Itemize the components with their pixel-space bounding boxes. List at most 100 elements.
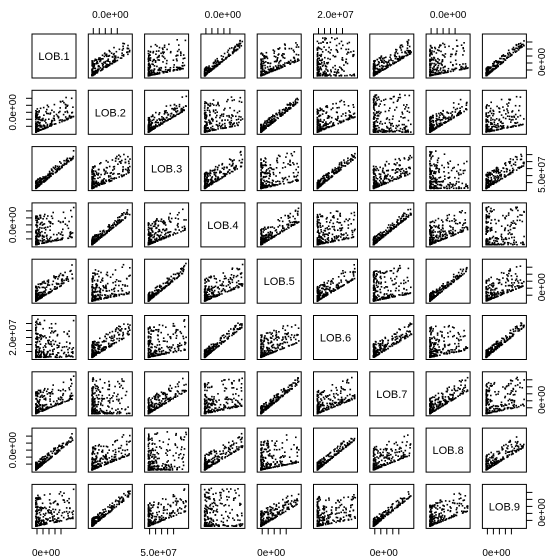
scatter-point [379, 185, 381, 187]
scatter-point [122, 166, 124, 168]
scatter-point [155, 124, 157, 126]
scatter-point [233, 47, 235, 49]
scatter-point [327, 123, 329, 125]
scatter-point [342, 113, 344, 115]
scatter-point [210, 70, 212, 72]
scatter-point [398, 158, 400, 160]
scatter-point [226, 115, 228, 117]
scatter-point [208, 173, 210, 175]
scatter-point [240, 154, 242, 156]
scatter-point [291, 153, 293, 155]
scatter-point [231, 47, 233, 49]
scatter-point [260, 169, 262, 171]
scatter-point [373, 187, 375, 189]
scatter-point [497, 65, 499, 67]
scatter-point [319, 66, 321, 68]
scatter-point [450, 62, 452, 64]
scatter-point [155, 53, 157, 55]
scatter-point [115, 160, 117, 162]
scatter-point [436, 70, 438, 72]
scatter-point [176, 67, 178, 69]
scatter-point [436, 122, 438, 124]
scatter-point [287, 110, 289, 112]
panel-1-6 [314, 34, 358, 78]
scatter-point [333, 74, 335, 76]
scatter-point [101, 69, 103, 71]
scatter-point [152, 128, 154, 130]
scatter-point [279, 172, 281, 174]
scatter-point [443, 67, 445, 69]
scatter-point [153, 51, 155, 53]
scatter-point [442, 110, 444, 112]
scatter-point [72, 112, 74, 114]
scatter-point [377, 59, 379, 61]
scatter-point [442, 59, 444, 61]
scatter-point [92, 68, 94, 70]
scatter-point [388, 60, 390, 62]
scatter-point [287, 62, 289, 64]
scatter-point [402, 172, 404, 174]
scatter-point [61, 167, 63, 169]
scatter-point [353, 54, 355, 56]
scatter-point [284, 112, 286, 114]
scatter-point [283, 162, 285, 164]
scatter-point [278, 65, 280, 67]
scatter-point [453, 70, 455, 72]
scatter-point [401, 49, 403, 51]
scatter-point [298, 166, 300, 168]
scatter-point [212, 119, 214, 121]
panel-3-3: LOB.3 [145, 147, 189, 191]
scatter-point [72, 158, 74, 160]
scatter-point [102, 65, 104, 67]
scatter-point [114, 166, 116, 168]
scatter-point [63, 160, 65, 162]
scatter-point [518, 125, 520, 127]
scatter-point [389, 175, 391, 177]
scatter-point [94, 183, 96, 185]
scatter-point [384, 177, 386, 179]
scatter-point [289, 160, 291, 162]
scatter-point [91, 176, 93, 178]
scatter-point [213, 172, 215, 174]
scatter-point [500, 58, 502, 60]
scatter-point [217, 169, 219, 171]
scatter-point [263, 184, 265, 186]
scatter-point [153, 59, 155, 61]
scatter-point [453, 107, 455, 109]
scatter-point [515, 118, 517, 120]
scatter-point [440, 51, 442, 53]
scatter-point [173, 64, 175, 66]
scatter-point [210, 179, 212, 181]
scatter-point [268, 168, 270, 170]
scatter-point [268, 125, 270, 127]
scatter-point [295, 176, 297, 178]
scatter-point [396, 162, 398, 164]
scatter-point [45, 176, 47, 178]
scatter-point [280, 67, 282, 69]
scatter-point [397, 176, 399, 178]
scatter-point [373, 185, 375, 187]
scatter-point [105, 179, 107, 181]
scatter-point [395, 58, 397, 60]
scatter-point [64, 111, 66, 113]
scatter-point [178, 113, 180, 115]
scatter-point [490, 119, 492, 121]
scatter-point [386, 161, 388, 163]
scatter-point [221, 55, 223, 57]
scatter-point [380, 178, 382, 180]
scatter-point [495, 126, 497, 128]
scatter-point [344, 75, 346, 77]
scatter-point [440, 63, 442, 65]
scatter-point [206, 124, 208, 126]
scatter-point [513, 52, 515, 54]
panel-1-7 [370, 34, 414, 78]
scatter-point [65, 97, 67, 99]
scatter-point [317, 73, 319, 75]
scatter-point [292, 61, 294, 63]
scatter-point [486, 127, 488, 129]
scatter-point [486, 124, 488, 126]
scatter-point [318, 66, 320, 68]
scatter-point [267, 62, 269, 64]
scatter-point [59, 107, 61, 109]
scatter-point [345, 61, 347, 63]
